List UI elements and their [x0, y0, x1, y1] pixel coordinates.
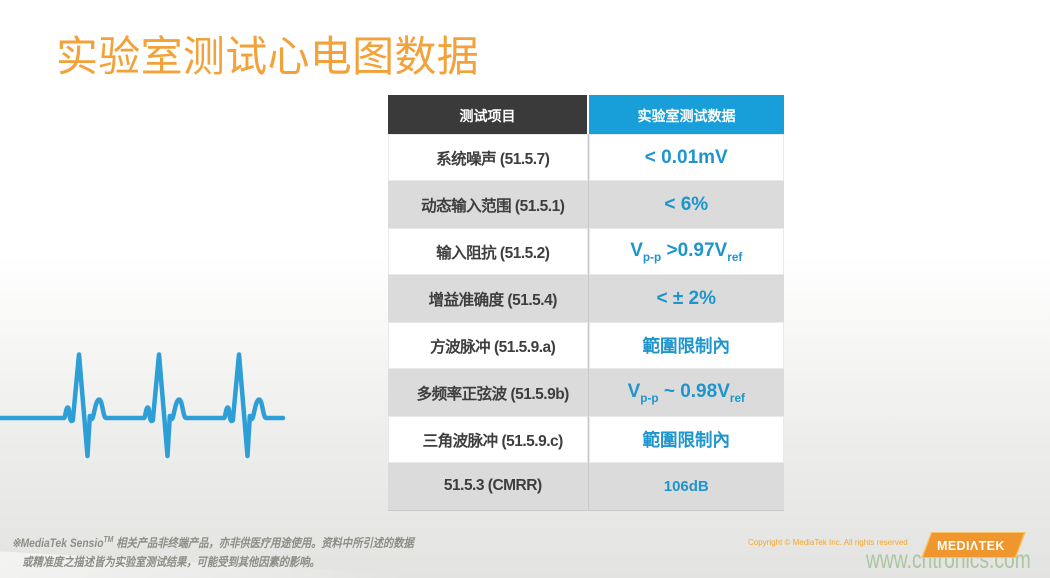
svg-text:MEDIΛTEK: MEDIΛTEK — [937, 539, 1005, 553]
